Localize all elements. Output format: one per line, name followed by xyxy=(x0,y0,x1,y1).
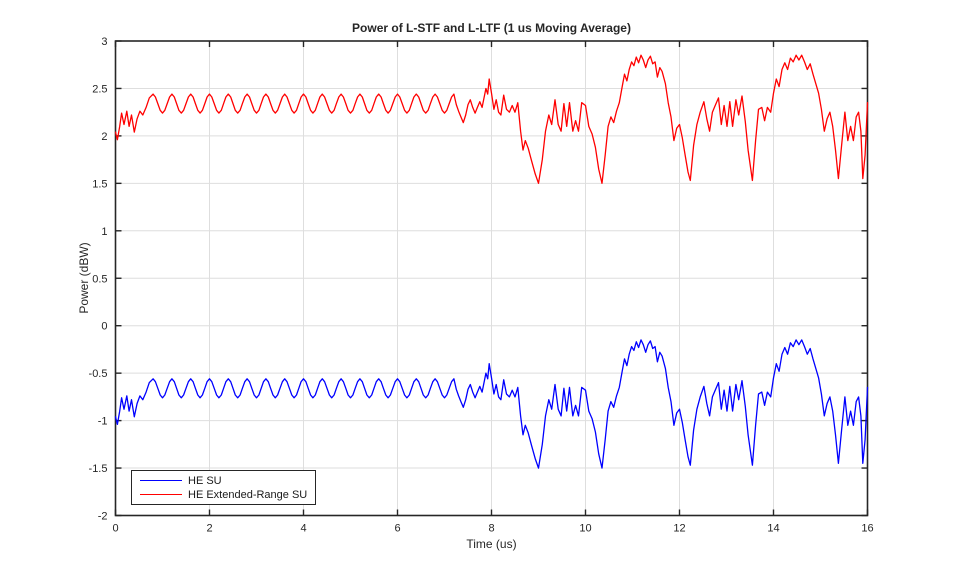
x-tick-label: 10 xyxy=(579,523,591,535)
legend-entry-he-su: HE SU xyxy=(140,474,307,487)
x-tick-label: 14 xyxy=(767,523,779,535)
y-axis-label: Power (dBW) xyxy=(77,242,91,314)
y-tick-label: -1 xyxy=(98,416,108,428)
y-tick-label: 0.5 xyxy=(92,273,107,285)
y-tick-label: 2 xyxy=(101,131,107,143)
legend-line-sample-red xyxy=(140,494,182,495)
y-tick-label: 1 xyxy=(101,226,107,238)
x-tick-label: 0 xyxy=(112,523,118,535)
x-tick-label: 12 xyxy=(673,523,685,535)
legend-label: HE SU xyxy=(188,474,222,487)
x-tick-label: 6 xyxy=(394,523,400,535)
y-tick-label: 1.5 xyxy=(92,178,107,190)
y-tick-label: 3 xyxy=(101,36,107,48)
series-line-he-extended-range-su xyxy=(114,54,869,184)
x-tick-label: 16 xyxy=(861,523,873,535)
x-tick-label: 2 xyxy=(206,523,212,535)
y-tick-label: -2 xyxy=(98,511,108,523)
legend-line-sample-blue xyxy=(140,480,182,481)
legend-entry-he-er-su: HE Extended-Range SU xyxy=(140,488,307,501)
y-tick-label: 0 xyxy=(101,321,107,333)
y-tick-label: 2.5 xyxy=(92,83,107,95)
x-tick-label: 4 xyxy=(300,523,306,535)
x-axis-label: Time (us) xyxy=(466,537,517,551)
y-tick-label: -0.5 xyxy=(89,368,108,380)
chart-title: Power of L-STF and L-LTF (1 us Moving Av… xyxy=(352,21,631,35)
legend-label: HE Extended-Range SU xyxy=(188,488,308,501)
y-tick-label: -1.5 xyxy=(89,463,108,475)
legend: HE SU HE Extended-Range SU xyxy=(131,470,317,505)
x-tick-label: 8 xyxy=(488,523,494,535)
series-line-he-su xyxy=(114,339,869,469)
